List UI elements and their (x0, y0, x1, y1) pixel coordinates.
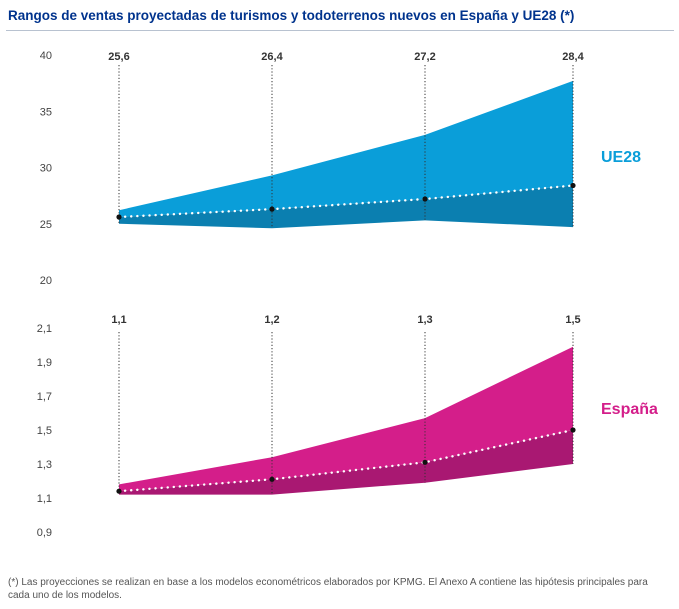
espana-value-label: 1,1 (111, 314, 126, 326)
espana-point (116, 488, 122, 494)
espana-ytick-label: 0,9 (37, 527, 52, 539)
espana-value-label: 1,2 (264, 314, 279, 326)
espana-upper-band (119, 346, 573, 492)
espana-ytick-label: 1,1 (37, 493, 52, 505)
espana-ytick-label: 1,7 (37, 391, 52, 403)
ue28-upper-band (119, 80, 573, 217)
ue28-series-label: UE28 (601, 149, 641, 166)
espana-ytick-label: 1,5 (37, 425, 52, 437)
title-divider (6, 30, 674, 31)
espana-lower-band (119, 430, 573, 495)
ue28-value-label: 26,4 (261, 51, 283, 63)
ue28-value-label: 25,6 (108, 51, 129, 63)
espana-value-label: 1,5 (565, 314, 580, 326)
espana-point (570, 427, 576, 433)
ue28-ytick-label: 20 (40, 275, 52, 287)
ue28-point (422, 196, 428, 202)
ue28-point (570, 182, 576, 189)
ue28-point (269, 206, 275, 212)
espana-ytick-label: 2,1 (37, 323, 52, 335)
ue28-ytick-label: 25 (40, 219, 52, 231)
ue28-ytick-label: 30 (40, 163, 52, 175)
ue28-value-label: 27,2 (414, 51, 435, 63)
espana-point (269, 476, 275, 482)
espana-value-label: 1,3 (417, 314, 432, 326)
projection-chart: 40 35 30 25 20 25,6 26,4 27,2 28,4 UE28 2,1 1,9 1,7 1… (37, 50, 658, 539)
ue28-point (116, 214, 122, 220)
espana-central-line (117, 428, 575, 493)
footnote: (*) Las proyecciones se realizan en base… (8, 577, 648, 601)
espana-series-label: España (601, 401, 658, 418)
espana-point (422, 459, 428, 465)
espana-ytick-label: 1,9 (37, 357, 52, 369)
espana-ytick-label: 1,3 (37, 459, 52, 471)
ue28-ytick-label: 35 (40, 106, 52, 118)
chart-title: Rangos de ventas proyectadas de turismos… (8, 8, 575, 23)
ue28-value-label: 28,4 (562, 51, 584, 63)
ue28-ytick-label: 40 (40, 50, 52, 62)
